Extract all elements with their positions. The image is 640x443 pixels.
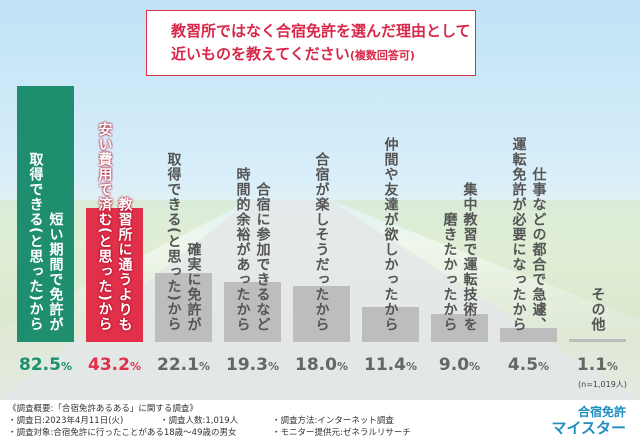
bar-label: 集中教習で運転技術を 磨きたかったから xyxy=(431,182,488,332)
logo: 合宿免許 マイスター xyxy=(551,404,626,436)
footer-provider: ・モニター提供元:ゼネラルリサーチ xyxy=(272,428,411,438)
value-number: 43.2 xyxy=(88,355,130,375)
title-line-1: 教習所ではなく合宿免許を選んだ理由として xyxy=(171,22,471,40)
footer-heading: 《調査概要:「合宿免許あるある」に関する調査》 xyxy=(8,404,198,414)
bar-label-column: 仕事などの都合で急遽、 xyxy=(530,167,547,332)
value-unit: % xyxy=(129,360,141,373)
bar-label-column: 合宿が楽しそうだったから xyxy=(313,152,330,332)
logo-line-2: マイスター xyxy=(551,419,626,437)
value-number: 4.5 xyxy=(507,355,539,375)
value-label: 4.5% xyxy=(494,355,564,375)
bar xyxy=(155,273,212,342)
bar xyxy=(17,86,74,342)
bar-label: 確実に免許が 取得できる(と思った)から xyxy=(155,152,212,332)
bar xyxy=(431,314,488,342)
bar-label-column: 仲間や友達が欲しかったから xyxy=(382,137,399,332)
bar-label: その他 xyxy=(569,287,626,332)
sample-size-note: (n=1,019人) xyxy=(578,380,627,389)
value-number: 1.1 xyxy=(576,355,608,375)
bar-label-column: 短い期間で免許が xyxy=(47,212,64,332)
value-label: 22.1% xyxy=(149,355,219,375)
bar-label-column: 運転免許が必要になったから xyxy=(510,137,527,332)
value-number: 19.3 xyxy=(226,355,268,375)
value-unit: % xyxy=(469,360,481,373)
bar-label-column: その他 xyxy=(589,287,606,332)
bar xyxy=(500,328,557,342)
bar-label-column: 集中教習で運転技術を xyxy=(461,182,478,332)
value-number: 22.1 xyxy=(157,355,199,375)
value-label: 43.2% xyxy=(80,355,150,375)
value-unit: % xyxy=(267,360,279,373)
bar-label: 教習所に通うよりも 安い費用で済む(と思った)から xyxy=(86,122,143,332)
title-line-2: 近いものを教えてください(複数回答可) xyxy=(171,43,475,67)
bar-label-column: 磨きたかったから xyxy=(441,212,458,332)
value-unit: % xyxy=(60,360,72,373)
value-unit: % xyxy=(538,360,550,373)
bar-label-column: 確実に免許が xyxy=(185,242,202,332)
value-number: 9.0 xyxy=(438,355,470,375)
bar-label-column: 取得できる(と思った)から xyxy=(165,152,182,332)
bar xyxy=(362,306,419,342)
bar xyxy=(569,338,626,342)
value-unit: % xyxy=(405,360,417,373)
bar xyxy=(86,208,143,342)
bar-label-column: 安い費用で済む(と思った)から xyxy=(96,122,113,332)
value-label: 1.1% xyxy=(563,355,633,375)
title-line-2-text: 近いものを教えてください xyxy=(171,45,350,63)
value-unit: % xyxy=(607,360,619,373)
value-number: 11.4 xyxy=(364,355,406,375)
bar xyxy=(224,282,281,342)
bar-label: 合宿が楽しそうだったから xyxy=(293,152,350,332)
logo-line-1: 合宿免許 xyxy=(577,405,626,419)
footer-date: ・調査日:2023年4月11日(火) xyxy=(8,416,124,426)
bar-label-column: 教習所に通うよりも xyxy=(116,197,133,332)
bar-label: 仲間や友達が欲しかったから xyxy=(362,137,419,332)
value-number: 18.0 xyxy=(295,355,337,375)
value-label: 11.4% xyxy=(356,355,426,375)
bar-label: 合宿に参加できるなど 時間的余裕があったから xyxy=(224,167,281,332)
value-label: 9.0% xyxy=(425,355,495,375)
footer-target: ・調査対象:合宿免許に行ったことがある18歳〜49歳の男女 xyxy=(8,428,237,438)
footer-count: ・調査人数:1,019人 xyxy=(160,416,239,426)
survey-footer: 《調査概要:「合宿免許あるある」に関する調査》 ・調査日:2023年4月11日(… xyxy=(0,400,640,443)
bar-label-column: 合宿に参加できるなど xyxy=(254,182,271,332)
chart-title: 教習所ではなく合宿免許を選んだ理由として 近いものを教えてください(複数回答可) xyxy=(146,10,476,76)
value-label: 18.0% xyxy=(287,355,357,375)
value-number: 82.5 xyxy=(19,355,61,375)
bar-label-column: 時間的余裕があったから xyxy=(234,167,251,332)
bar-label: 短い期間で免許が 取得できる(と思った)から xyxy=(17,152,74,332)
value-label: 82.5% xyxy=(11,355,81,375)
title-suffix: (複数回答可) xyxy=(349,49,415,62)
bar-chart: 短い期間で免許が 取得できる(と思った)から 82.5% 教習所に通うよりも 安い費用で… xyxy=(11,86,633,375)
footer-method: ・調査方法:インターネット調査 xyxy=(272,416,394,426)
value-unit: % xyxy=(336,360,348,373)
bar-label: 仕事などの都合で急遽、 運転免許が必要になったから xyxy=(500,137,557,332)
bar-label-column: 取得できる(と思った)から xyxy=(27,152,44,332)
bar xyxy=(293,286,350,342)
value-label: 19.3% xyxy=(218,355,288,375)
value-unit: % xyxy=(198,360,210,373)
